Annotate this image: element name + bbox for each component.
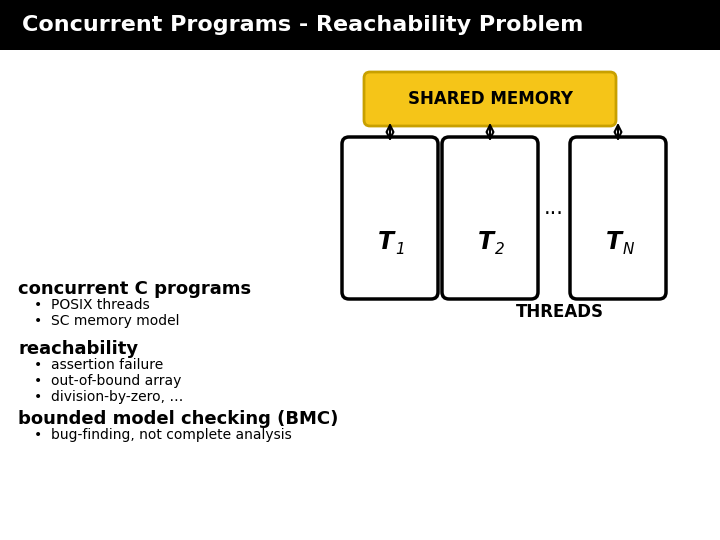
Text: •  POSIX threads: • POSIX threads (34, 298, 150, 312)
Text: •  SC memory model: • SC memory model (34, 314, 179, 328)
FancyBboxPatch shape (442, 137, 538, 299)
Text: T: T (378, 230, 394, 254)
FancyBboxPatch shape (570, 137, 666, 299)
FancyBboxPatch shape (364, 72, 616, 126)
FancyBboxPatch shape (342, 137, 438, 299)
Text: concurrent C programs: concurrent C programs (18, 280, 251, 298)
Text: •  out-of-bound array: • out-of-bound array (34, 374, 181, 388)
Text: 2: 2 (495, 241, 505, 256)
Text: •  assertion failure: • assertion failure (34, 358, 163, 372)
Text: 1: 1 (395, 241, 405, 256)
Text: reachability: reachability (18, 340, 138, 358)
Text: Concurrent Programs - Reachability Problem: Concurrent Programs - Reachability Probl… (22, 15, 583, 35)
Text: •  division-by-zero, …: • division-by-zero, … (34, 390, 184, 404)
Text: •  bug-finding, not complete analysis: • bug-finding, not complete analysis (34, 428, 292, 442)
Text: T: T (606, 230, 622, 254)
Bar (0, 0, 720, 50)
Text: bounded model checking (BMC): bounded model checking (BMC) (18, 410, 338, 428)
Text: SHARED MEMORY: SHARED MEMORY (408, 90, 572, 108)
Text: THREADS: THREADS (516, 303, 604, 321)
Text: ...: ... (544, 198, 564, 218)
Text: N: N (622, 241, 634, 256)
Text: T: T (478, 230, 494, 254)
